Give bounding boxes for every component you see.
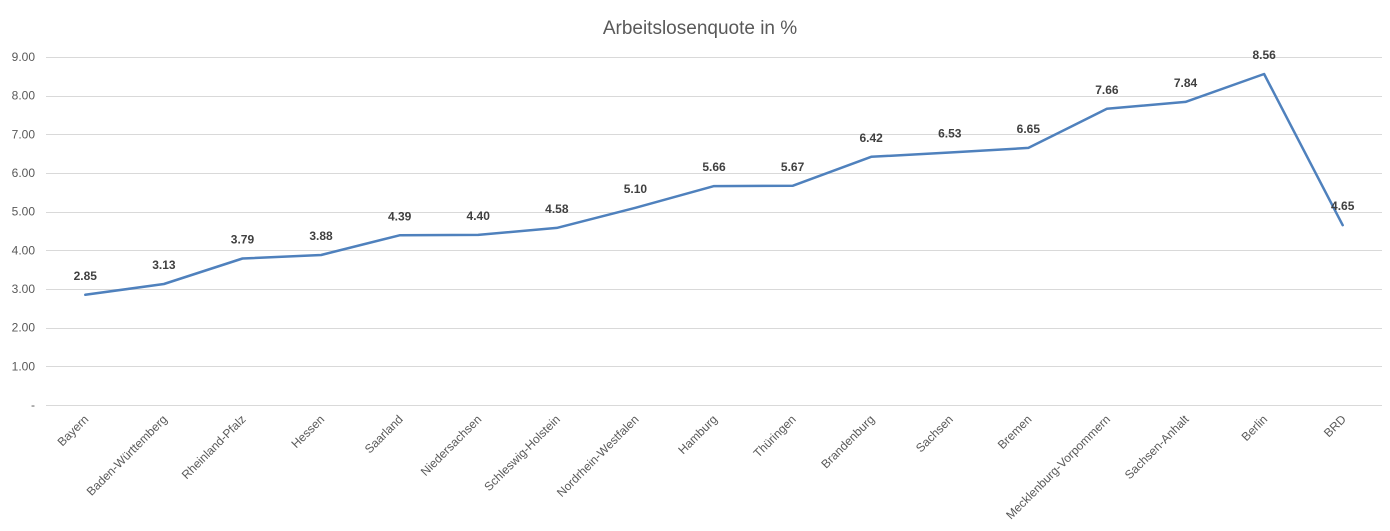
y-tick-label: 1.00: [12, 359, 36, 373]
data-label: 5.10: [624, 182, 648, 196]
x-tick-label: Baden-Württemberg: [84, 412, 170, 498]
x-tick-label: BRD: [1321, 412, 1349, 440]
y-tick-label: -: [31, 398, 35, 412]
y-tick-label: 6.00: [12, 166, 36, 180]
x-tick-label: Saarland: [362, 412, 406, 456]
data-label: 5.67: [781, 160, 805, 174]
data-label: 6.65: [1017, 122, 1041, 136]
data-label: 4.58: [545, 202, 569, 216]
x-tick-label: Hamburg: [675, 412, 720, 457]
x-tick-label: Hessen: [289, 412, 328, 451]
y-tick-label: 4.00: [12, 243, 36, 257]
x-tick-label: Schleswig-Holstein: [481, 412, 563, 494]
y-axis: - 1.00 2.00 3.00 4.00 5.00 6.00 7.00 8.00 9.00: [12, 50, 36, 412]
x-tick-label: Berlin: [1239, 412, 1271, 444]
data-label: 7.66: [1095, 83, 1119, 97]
x-tick-label: Brandenburg: [818, 412, 877, 471]
y-tick-label: 5.00: [12, 205, 36, 219]
series-line: [84, 72, 1344, 297]
y-tick-label: 8.00: [12, 89, 36, 103]
x-tick-label: Sachsen-Anhalt: [1122, 412, 1192, 482]
y-tick-label: 7.00: [12, 127, 36, 141]
data-label: 2.85: [74, 269, 98, 283]
y-tick-label: 3.00: [12, 282, 36, 296]
y-tick-label: 9.00: [12, 50, 36, 64]
x-tick-label: Bayern: [55, 412, 92, 449]
data-label: 7.84: [1174, 76, 1198, 90]
chart-title: Arbeitslosenquote in %: [603, 18, 797, 39]
y-tick-label: 2.00: [12, 321, 36, 335]
data-label: 6.42: [859, 131, 883, 145]
data-label: 3.79: [231, 232, 255, 246]
data-label: 3.13: [152, 258, 176, 272]
data-label: 4.39: [388, 209, 412, 223]
gridlines: [46, 57, 1382, 406]
x-tick-label: Niedersachsen: [418, 412, 485, 479]
data-label: 3.88: [309, 229, 333, 243]
data-labels: 2.85 3.13 3.79 3.88 4.39 4.40 4.58 5.10 5.66 5.67…: [74, 48, 1355, 283]
x-tick-label: Nordrhein-Westfalen: [554, 412, 642, 500]
series-layer: [84, 72, 1344, 297]
data-label: 4.40: [467, 209, 491, 223]
data-label: 8.56: [1252, 48, 1276, 62]
data-label: 5.66: [702, 160, 726, 174]
x-tick-label: Rheinland-Pfalz: [179, 412, 249, 482]
x-tick-label: Sachsen: [913, 412, 956, 455]
data-label: 4.65: [1331, 199, 1355, 213]
x-tick-label: Bremen: [995, 412, 1035, 452]
x-tick-label: Thüringen: [751, 412, 799, 460]
data-label: 6.53: [938, 127, 962, 141]
